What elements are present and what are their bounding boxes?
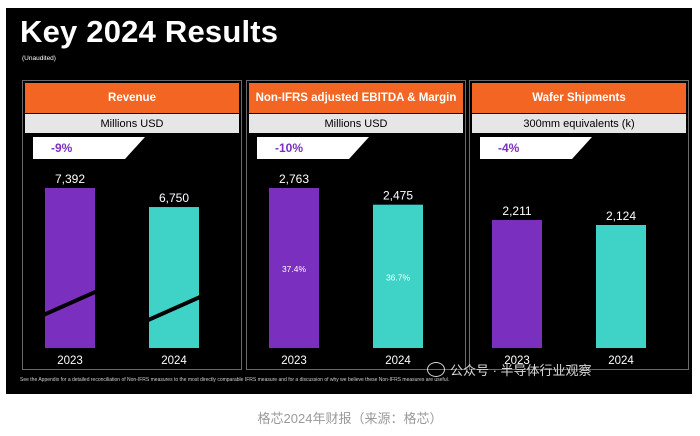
x-tick-label: 2023 [504,355,530,367]
revenue-chart: 7,392 2023 6,750 2024 [42,172,202,367]
bar-value-label: 2,763 [279,172,309,186]
x-tick-label: 2024 [161,355,187,367]
margin-label: 36.7% [386,272,411,282]
slide: Key 2024 Results (Unaudited) Revenue Mil… [6,8,692,394]
panel-title: Wafer Shipments [472,83,686,113]
bar-value-label: 7,392 [55,172,85,186]
wafer-panel: Wafer Shipments 300mm equivalents (k) -4… [469,80,689,370]
revenue-panel: Revenue Millions USD -9% 7,392 2023 6,750 2… [22,80,242,370]
change-value: -10% [275,141,304,155]
slide-title: Key 2024 Results [20,14,279,49]
bar-2024 [373,204,423,348]
x-tick-label: 2024 [608,355,634,367]
axis-break-mark [146,294,202,323]
bar-value-label: 2,475 [383,189,413,203]
ebitda-panel: Non-IFRS adjusted EBITDA & Margin Millio… [246,80,466,370]
watermark-text: 公众号 · 半导体行业观察 [450,363,592,378]
panel-title: Non-IFRS adjusted EBITDA & Margin [249,83,463,113]
x-tick-label: 2024 [385,355,411,367]
change-badge: -10% [257,137,369,159]
change-value: -4% [498,141,520,155]
ebitda-chart: 2,763 2023 37.4% 2,475 2024 36.7% [269,172,423,367]
wechat-icon [427,362,445,377]
axis-break-mark [42,289,98,318]
slide-subtitle: (Unaudited) [22,55,56,62]
bar-2023 [492,219,542,348]
bar-2024 [149,207,199,348]
bar-value-label: 6,750 [159,191,189,205]
panel-title: Revenue [25,83,239,113]
image-caption: 格芯2024年财报（来源：格芯） [257,411,443,426]
change-badge: -9% [33,137,145,159]
change-value: -9% [51,141,73,155]
footnote: See the Appendix for a detailed reconcil… [20,377,450,383]
bar-2023 [45,188,95,348]
panel-unit: Millions USD [249,114,463,133]
wafer-chart: 2,211 2023 2,124 2024 [492,204,646,367]
watermark: 公众号 · 半导体行业观察 [427,360,592,379]
panel-unit: Millions USD [25,114,239,133]
x-tick-label: 2023 [57,355,83,367]
x-tick-label: 2023 [281,355,307,367]
bar-value-label: 2,124 [606,209,636,223]
margin-label: 37.4% [282,264,307,274]
bar-value-label: 2,211 [502,204,531,218]
change-badge: -4% [480,137,592,159]
bar-2023 [269,188,319,348]
panel-unit: 300mm equivalents (k) [472,114,686,133]
bar-2024 [596,225,646,348]
